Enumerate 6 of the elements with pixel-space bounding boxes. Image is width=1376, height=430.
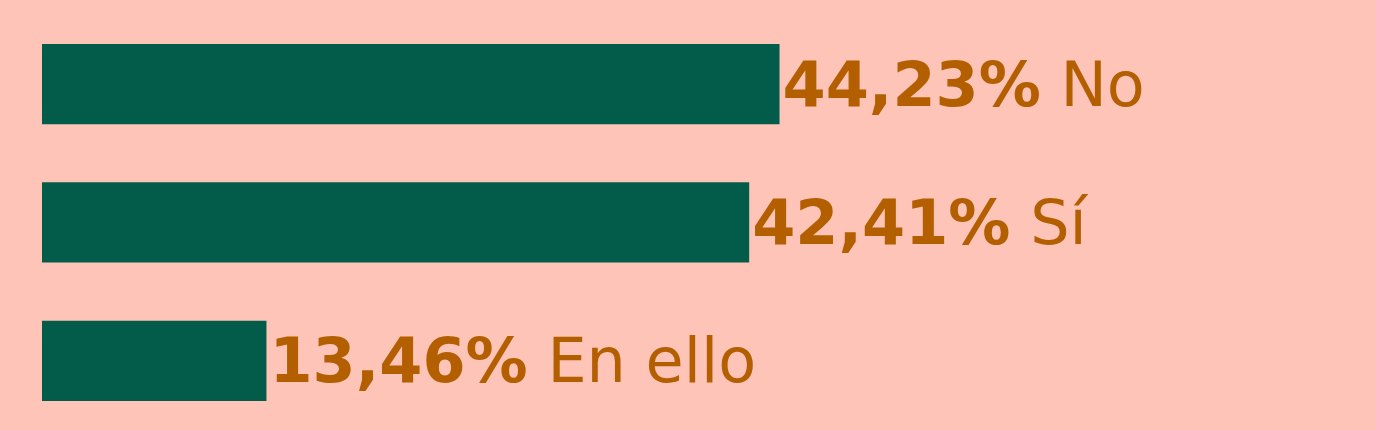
y-tick-label: No [1060, 47, 1145, 121]
y-tick-label: Sí [1030, 185, 1087, 259]
data-label: 13,46% [269, 324, 528, 398]
y-tick-label: En ello [547, 324, 757, 398]
data-label: 42,41% [752, 185, 1011, 259]
data-label: 44,23% [782, 47, 1041, 121]
